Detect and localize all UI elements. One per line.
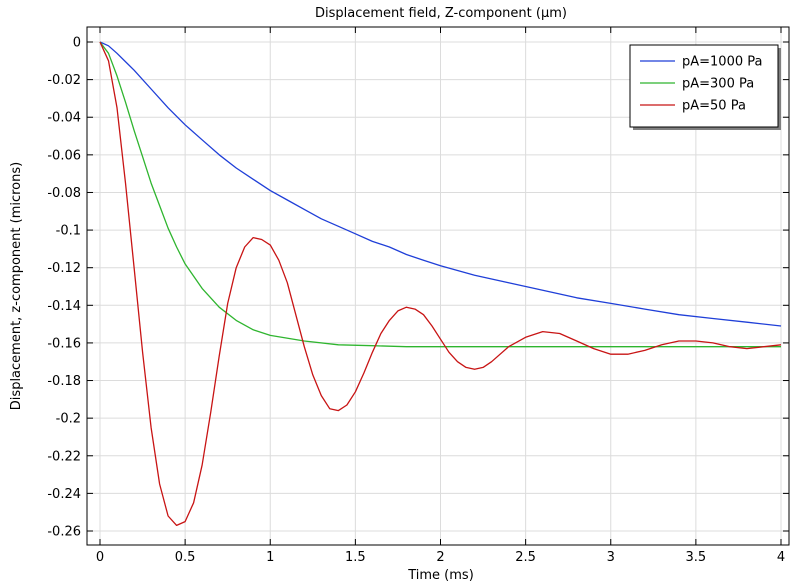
- y-tick-label: -0.06: [47, 148, 81, 163]
- legend-label-2: pA=300 Pa: [682, 77, 754, 92]
- series-line-3: [99, 41, 782, 527]
- y-tick-label: -0.04: [47, 111, 81, 126]
- chart-title: Displacement field, Z-component (µm): [315, 6, 567, 21]
- x-tick-label: 3: [607, 550, 615, 565]
- y-tick-label: -0.2: [56, 412, 81, 427]
- y-tick-label: -0.16: [47, 336, 81, 351]
- y-tick-label: 0: [73, 36, 81, 51]
- x-tick-label: 2.5: [515, 550, 536, 565]
- series-lines: [99, 41, 782, 527]
- y-tick-label: -0.08: [47, 186, 81, 201]
- x-axis-ticks: 0 0.5 1 1.5 2 2.5 3 3.5 4: [96, 27, 785, 565]
- y-tick-label: -0.18: [47, 374, 81, 389]
- plot-frame: [86, 26, 790, 546]
- x-tick-label: 0: [96, 550, 104, 565]
- x-tick-label: 3.5: [686, 550, 707, 565]
- y-tick-label: -0.12: [47, 261, 81, 276]
- y-axis-ticks: 0 -0.02 -0.04 -0.06 -0.08 -0.1 -0.12 -0.14 -0.16…: [47, 36, 789, 540]
- legend-label-1: pA=1000 Pa: [682, 55, 762, 70]
- series-line-1: [99, 41, 782, 327]
- x-tick-label: 4: [777, 550, 785, 565]
- y-tick-label: -0.24: [47, 487, 81, 502]
- y-tick-label: -0.26: [47, 525, 81, 540]
- y-tick-label: -0.1: [56, 224, 81, 239]
- x-axis-label: Time (ms): [407, 568, 474, 583]
- x-tick-label: 0.5: [175, 550, 196, 565]
- legend-label-3: pA=50 Pa: [682, 99, 746, 114]
- y-tick-label: -0.22: [47, 449, 81, 464]
- series-line-2: [99, 41, 781, 348]
- y-axis-label: Displacement, z-component (microns): [9, 162, 24, 410]
- y-tick-label: -0.14: [47, 299, 81, 314]
- y-tick-label: -0.02: [47, 73, 81, 88]
- x-tick-label: 1.5: [345, 550, 366, 565]
- x-tick-label: 1: [266, 550, 274, 565]
- legend-box: [629, 44, 779, 128]
- x-tick-label: 2: [436, 550, 444, 565]
- legend: pA=1000 Pa pA=300 Pa pA=50 Pa: [629, 44, 781, 130]
